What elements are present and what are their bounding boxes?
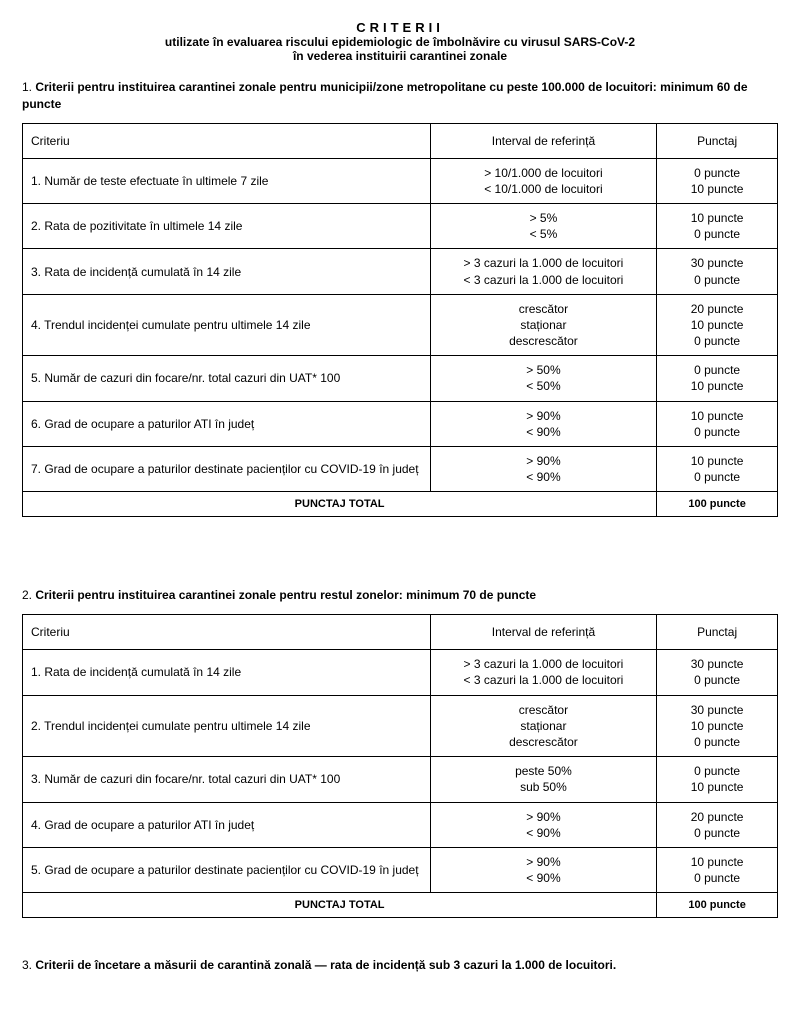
table-row: 2. Rata de pozitivitate în ultimele 14 z… [23, 203, 778, 248]
section-2-title: Criterii pentru instituirea carantinei z… [35, 588, 536, 602]
total-label: PUNCTAJ TOTAL [23, 492, 657, 517]
col-header-criteriu: Criteriu [23, 123, 431, 158]
title-sub-1: utilizate în evaluarea riscului epidemio… [22, 35, 778, 49]
interval-cell: > 5%< 5% [430, 203, 657, 248]
total-value: 100 puncte [657, 893, 778, 918]
criteriu-cell: 1. Rata de incidență cumulată în 14 zile [23, 650, 431, 695]
criteriu-cell: 2. Trendul incidenței cumulate pentru ul… [23, 695, 431, 757]
punctaj-cell: 30 puncte0 puncte [657, 650, 778, 695]
criteriu-cell: 5. Număr de cazuri din focare/nr. total … [23, 356, 431, 401]
interval-cell: > 90%< 90% [430, 802, 657, 847]
table-row: 5. Grad de ocupare a paturilor destinate… [23, 847, 778, 892]
punctaj-cell: 0 puncte10 puncte [657, 356, 778, 401]
punctaj-cell: 0 puncte10 puncte [657, 757, 778, 802]
table-row: 3. Rata de incidență cumulată în 14 zile… [23, 249, 778, 294]
table-row: 4. Grad de ocupare a paturilor ATI în ju… [23, 802, 778, 847]
table-header-row: Criteriu Interval de referință Punctaj [23, 615, 778, 650]
total-row: PUNCTAJ TOTAL100 puncte [23, 492, 778, 517]
interval-cell: > 10/1.000 de locuitori< 10/1.000 de loc… [430, 158, 657, 203]
interval-cell: crescătorstaționardescrescător [430, 695, 657, 757]
table-row: 2. Trendul incidenței cumulate pentru ul… [23, 695, 778, 757]
table-row: 1. Număr de teste efectuate în ultimele … [23, 158, 778, 203]
punctaj-cell: 10 puncte0 puncte [657, 847, 778, 892]
interval-cell: > 90%< 90% [430, 401, 657, 446]
col-header-criteriu: Criteriu [23, 615, 431, 650]
section-1-title: Criterii pentru instituirea carantinei z… [22, 80, 748, 111]
interval-cell: > 90%< 90% [430, 847, 657, 892]
title-main: CRITERII [22, 20, 778, 35]
criteriu-cell: 1. Număr de teste efectuate în ultimele … [23, 158, 431, 203]
criteriu-cell: 2. Rata de pozitivitate în ultimele 14 z… [23, 203, 431, 248]
criteriu-cell: 4. Trendul incidenței cumulate pentru ul… [23, 294, 431, 356]
section-3-text: Criterii de încetare a măsurii de carant… [35, 958, 616, 972]
table-row: 1. Rata de incidență cumulată în 14 zile… [23, 650, 778, 695]
total-value: 100 puncte [657, 492, 778, 517]
punctaj-cell: 30 puncte0 puncte [657, 249, 778, 294]
table-row: 6. Grad de ocupare a paturilor ATI în ju… [23, 401, 778, 446]
punctaj-cell: 10 puncte0 puncte [657, 401, 778, 446]
criteriu-cell: 6. Grad de ocupare a paturilor ATI în ju… [23, 401, 431, 446]
interval-cell: peste 50%sub 50% [430, 757, 657, 802]
criteriu-cell: 5. Grad de ocupare a paturilor destinate… [23, 847, 431, 892]
section-1-num: 1. [22, 80, 35, 94]
criteria-table-2: Criteriu Interval de referință Punctaj 1… [22, 614, 778, 918]
punctaj-cell: 20 puncte0 puncte [657, 802, 778, 847]
criteriu-cell: 3. Rata de incidență cumulată în 14 zile [23, 249, 431, 294]
table-row: 5. Număr de cazuri din focare/nr. total … [23, 356, 778, 401]
punctaj-cell: 0 puncte10 puncte [657, 158, 778, 203]
interval-cell: > 3 cazuri la 1.000 de locuitori< 3 cazu… [430, 650, 657, 695]
col-header-interval: Interval de referință [430, 615, 657, 650]
section-2-num: 2. [22, 588, 35, 602]
section-2-heading: 2. Criterii pentru instituirea carantine… [22, 587, 778, 604]
table-row: 7. Grad de ocupare a paturilor destinate… [23, 447, 778, 492]
interval-cell: > 90%< 90% [430, 447, 657, 492]
punctaj-cell: 10 puncte0 puncte [657, 203, 778, 248]
section-1-heading: 1. Criterii pentru instituirea carantine… [22, 79, 778, 113]
criteriu-cell: 4. Grad de ocupare a paturilor ATI în ju… [23, 802, 431, 847]
total-label: PUNCTAJ TOTAL [23, 893, 657, 918]
col-header-punctaj: Punctaj [657, 123, 778, 158]
criteriu-cell: 7. Grad de ocupare a paturilor destinate… [23, 447, 431, 492]
section-3-heading: 3. Criterii de încetare a măsurii de car… [22, 958, 778, 972]
section-3-num: 3. [22, 958, 35, 972]
table-header-row: Criteriu Interval de referință Punctaj [23, 123, 778, 158]
criteria-table-1: Criteriu Interval de referință Punctaj 1… [22, 123, 778, 518]
punctaj-cell: 20 puncte10 puncte0 puncte [657, 294, 778, 356]
criteriu-cell: 3. Număr de cazuri din focare/nr. total … [23, 757, 431, 802]
interval-cell: > 3 cazuri la 1.000 de locuitori< 3 cazu… [430, 249, 657, 294]
title-block: CRITERII utilizate în evaluarea riscului… [22, 20, 778, 63]
punctaj-cell: 10 puncte0 puncte [657, 447, 778, 492]
total-row: PUNCTAJ TOTAL100 puncte [23, 893, 778, 918]
interval-cell: crescătorstaționardescrescător [430, 294, 657, 356]
col-header-punctaj: Punctaj [657, 615, 778, 650]
title-sub-2: în vederea instituirii carantinei zonale [22, 49, 778, 63]
table-row: 4. Trendul incidenței cumulate pentru ul… [23, 294, 778, 356]
punctaj-cell: 30 puncte10 puncte0 puncte [657, 695, 778, 757]
col-header-interval: Interval de referință [430, 123, 657, 158]
table-row: 3. Număr de cazuri din focare/nr. total … [23, 757, 778, 802]
interval-cell: > 50%< 50% [430, 356, 657, 401]
